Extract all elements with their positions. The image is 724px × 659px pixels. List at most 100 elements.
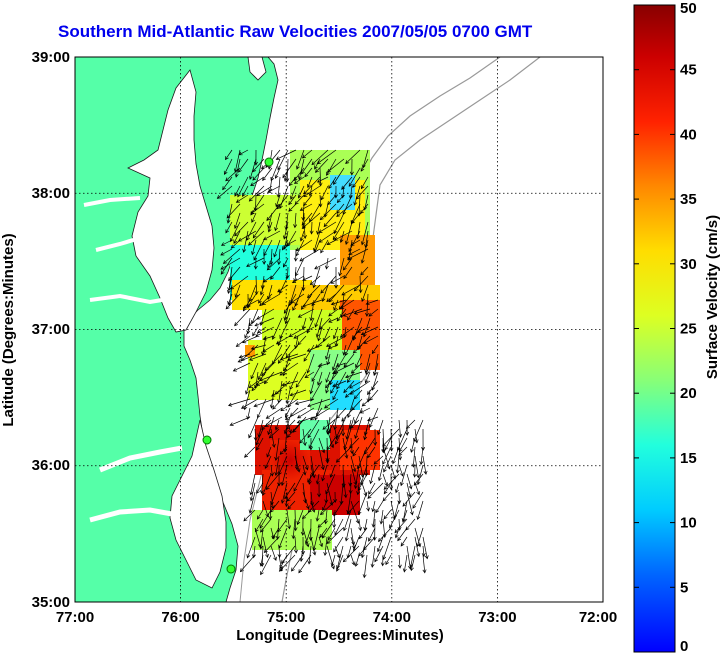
velocity-arrow (251, 212, 257, 223)
velocity-arrow (414, 482, 421, 496)
velocity-arrow (318, 446, 325, 471)
velocity-arrow (370, 545, 376, 568)
velocity-arrow (244, 326, 251, 339)
velocity-arrow (264, 455, 272, 470)
velocity-arrow (402, 554, 408, 573)
y-tick-label: 37:00 (32, 321, 70, 338)
velocity-arrow (406, 491, 414, 516)
velocity-arrow (307, 398, 331, 408)
velocity-arrow (281, 545, 296, 564)
velocity-arrow (371, 500, 376, 513)
velocity-arrow (262, 536, 269, 559)
velocity-arrow (276, 176, 281, 198)
chesapeake-bay (127, 69, 215, 333)
velocity-arrow (333, 491, 338, 503)
velocity-arrow (382, 491, 392, 502)
velocity-arrow (227, 293, 233, 306)
velocity-arrow (256, 437, 264, 451)
velocity-arrow (274, 455, 280, 476)
velocity-arrow (413, 419, 424, 443)
velocity-arrow (234, 284, 241, 298)
velocity-arrow (272, 344, 283, 365)
colorbar-ticks: 0 5 10 15 20 25 30 35 40 45 50 (634, 0, 697, 655)
velocity-arrow (334, 428, 339, 441)
velocity-arrow (279, 317, 291, 340)
velocity-arrow (335, 446, 352, 463)
velocity-arrow (286, 509, 292, 530)
velocity-arrow (307, 284, 321, 299)
velocity-arrow (225, 293, 241, 310)
velocity-arrow (270, 482, 280, 506)
velocity-arrow (296, 149, 305, 170)
velocity-arrow (240, 398, 259, 409)
velocity-arrow (326, 158, 337, 176)
velocity-arrow (323, 536, 328, 557)
velocity-arrow (342, 257, 353, 271)
velocity-arrow (304, 167, 313, 178)
velocity-arrow (343, 266, 353, 280)
velocity-arrow (234, 185, 241, 197)
velocity-arrow (398, 464, 404, 477)
velocity-arrow (361, 398, 371, 407)
velocity-arrow (256, 482, 264, 494)
velocity-arrow (384, 437, 392, 451)
velocity-arrow (288, 194, 297, 206)
velocity-arrow (301, 212, 321, 229)
velocity-arrow (250, 362, 259, 380)
velocity-arrow (250, 344, 267, 351)
velocity-arrow (314, 335, 331, 349)
x-tick-label: 75:00 (267, 609, 305, 626)
colorbar-tick-label: 45 (680, 62, 697, 79)
radar-site-marker (264, 157, 274, 167)
velocity-arrow (234, 308, 251, 327)
velocity-arrow (272, 398, 283, 410)
velocity-arrow (293, 473, 304, 492)
velocity-arrow (286, 353, 307, 362)
velocity-arrow (367, 446, 376, 459)
velocity-arrow (324, 257, 329, 270)
velocity-arrow (250, 176, 265, 187)
velocity-arrow (317, 482, 322, 498)
velocity-arrow (421, 428, 426, 451)
colorbar-tick-label: 0 (680, 638, 688, 655)
velocity-arrow (317, 362, 331, 368)
velocity-arrow (316, 149, 337, 165)
y-axis: 39:00 38:00 37:00 36:00 35:00 Latitude (… (0, 49, 70, 611)
velocity-arrow (327, 194, 337, 206)
velocity-arrow (309, 407, 331, 421)
velocity-arrow (234, 158, 241, 178)
velocity-arrow (310, 380, 323, 402)
velocity-arrow (257, 362, 267, 381)
velocity-arrow (368, 482, 376, 495)
velocity-arrow (355, 353, 363, 369)
velocity-arrow (292, 416, 307, 433)
velocity-arrow (309, 299, 315, 322)
velocity-arrow (310, 536, 317, 556)
velocity-arrow (235, 335, 251, 347)
velocity-arrow (256, 308, 275, 320)
velocity-arrow (274, 419, 280, 431)
velocity-arrow (307, 464, 320, 483)
velocity-arrow (326, 437, 336, 451)
velocity-arrow (279, 446, 288, 455)
velocity-arrow (310, 455, 316, 479)
velocity-arrow (291, 554, 304, 572)
velocity-arrow (282, 239, 289, 251)
velocity-arrow (262, 344, 275, 353)
velocity-arrow (358, 455, 365, 478)
velocity-arrow (267, 416, 275, 436)
river (95, 236, 141, 252)
radar-site-marker (226, 564, 236, 574)
velocity-arrow (233, 212, 241, 230)
velocity-arrow (295, 371, 307, 388)
velocity-arrow (268, 428, 280, 439)
velocity-arrow (332, 389, 339, 401)
velocity-arrow (239, 554, 256, 573)
velocity-arrow (373, 428, 378, 446)
velocity-arrow (263, 239, 273, 257)
velocity-arrow (414, 455, 420, 479)
velocity-arrow (248, 491, 256, 514)
velocity-arrow (413, 473, 424, 486)
x-tick-label: 74:00 (373, 609, 411, 626)
velocity-arrow (357, 491, 368, 516)
